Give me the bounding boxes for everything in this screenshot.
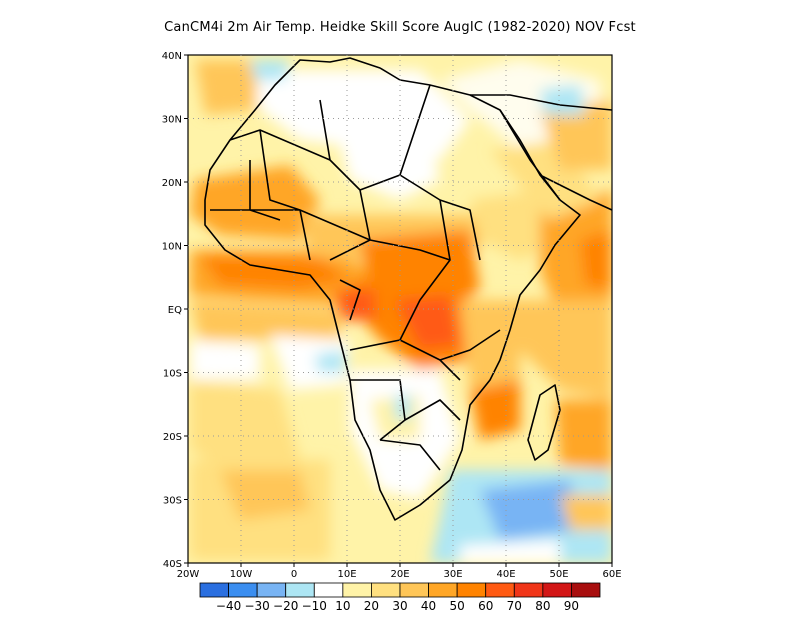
- colorbar-label: −40: [216, 599, 241, 613]
- lat-tick-label: 40S: [163, 559, 182, 570]
- colorbar-swatch: [256, 582, 287, 598]
- lat-tick-label: 10S: [163, 369, 182, 380]
- colorbar-swatch: [485, 582, 515, 598]
- colorbar-label: 70: [507, 599, 522, 613]
- colorbar-swatch: [313, 582, 344, 598]
- gridlines: [188, 55, 612, 563]
- colorbar-label: 40: [421, 599, 436, 613]
- longitude-axis: 20W 10W 0 10E 20E 30E 40E 50E 60E: [177, 563, 622, 580]
- colorbar-label: −20: [273, 599, 298, 613]
- colorbar: −40 −30 −20 −10 10 20 30 40 50 60 70 80 90: [199, 582, 601, 613]
- colorbar-label: 80: [535, 599, 550, 613]
- colorbar-swatch: [228, 582, 258, 598]
- latitude-axis: 40N 30N 20N 10N EQ 10S 20S 30S 40S: [162, 51, 188, 570]
- lon-tick-label: 10E: [337, 569, 356, 580]
- colorbar-label: 30: [392, 599, 407, 613]
- colorbar-swatch: [371, 582, 401, 598]
- lat-tick-label: EQ: [168, 305, 182, 316]
- colorbar-label: 90: [564, 599, 579, 613]
- colorbar-swatch: [399, 582, 429, 598]
- colorbar-swatch: [571, 582, 601, 598]
- lat-tick-label: 10N: [162, 242, 182, 253]
- colorbar-label: 10: [335, 599, 350, 613]
- colorbar-label: 60: [478, 599, 493, 613]
- lat-tick-label: 20N: [162, 178, 182, 189]
- colorbar-label: 50: [450, 599, 465, 613]
- madagascar-outline: [527, 384, 561, 461]
- lat-tick-label: 30S: [163, 496, 182, 507]
- colorbar-swatch: [428, 582, 458, 598]
- lon-tick-label: 10W: [230, 569, 253, 580]
- lon-tick-label: 60E: [602, 569, 621, 580]
- lon-tick-label: 20E: [390, 569, 409, 580]
- colorbar-swatch: [199, 582, 229, 598]
- africa-coastline: [204, 57, 581, 521]
- lon-tick-label: 20W: [177, 569, 200, 580]
- lon-tick-label: 0: [291, 569, 297, 580]
- lat-tick-label: 30N: [162, 115, 182, 126]
- lon-tick-label: 30E: [443, 569, 462, 580]
- lat-tick-label: 40N: [162, 51, 182, 62]
- arabia-outline: [470, 94, 612, 211]
- colorbar-label: −10: [302, 599, 327, 613]
- colorbar-swatch: [285, 582, 315, 598]
- colorbar-label: 20: [364, 599, 379, 613]
- map-title: CanCM4i 2m Air Temp. Heidke Skill Score …: [164, 20, 636, 35]
- lon-tick-label: 40E: [496, 569, 515, 580]
- colorbar-swatch: [456, 582, 487, 598]
- lon-tick-label: 50E: [549, 569, 568, 580]
- lat-tick-label: 20S: [163, 432, 182, 443]
- colorbar-swatch: [542, 582, 572, 598]
- country-boundaries: [204, 57, 612, 521]
- colorbar-label: −30: [244, 599, 269, 613]
- colorbar-swatch: [513, 582, 544, 598]
- colorbar-swatch: [342, 582, 372, 598]
